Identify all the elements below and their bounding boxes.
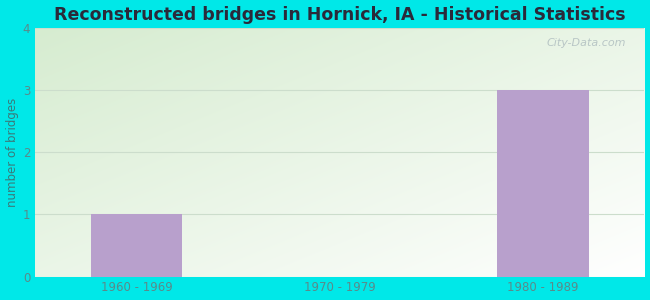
Bar bbox=[91, 214, 183, 277]
Text: City-Data.com: City-Data.com bbox=[547, 38, 626, 48]
Bar bbox=[497, 90, 589, 277]
Title: Reconstructed bridges in Hornick, IA - Historical Statistics: Reconstructed bridges in Hornick, IA - H… bbox=[54, 6, 625, 24]
Y-axis label: number of bridges: number of bridges bbox=[6, 98, 19, 207]
